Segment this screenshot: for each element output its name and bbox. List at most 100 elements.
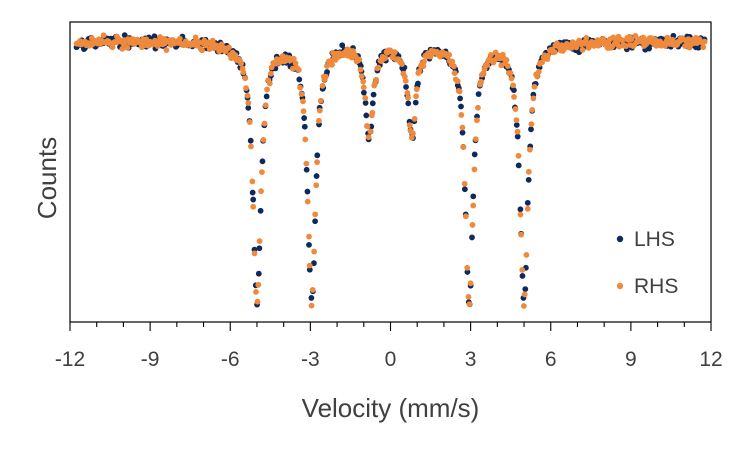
data-point: [339, 42, 346, 49]
data-point: [373, 76, 379, 83]
data-point: [249, 189, 256, 196]
data-point: [306, 262, 313, 269]
data-point: [573, 44, 580, 51]
data-point: [304, 188, 311, 195]
data-point: [515, 152, 522, 159]
data-point: [360, 84, 367, 91]
data-point: [662, 43, 668, 49]
data-point: [245, 104, 252, 111]
x-axis-title: Velocity (mm/s): [302, 393, 480, 423]
data-point: [302, 136, 309, 143]
data-point: [465, 293, 472, 300]
data-point: [303, 166, 310, 173]
data-point: [411, 116, 418, 122]
data-point: [458, 112, 465, 118]
data-point: [313, 173, 320, 179]
data-point: [525, 176, 532, 183]
data-point: [324, 63, 330, 69]
data-point: [513, 117, 520, 123]
x-tick-label: 6: [545, 348, 557, 371]
data-point: [523, 252, 530, 258]
data-point: [628, 36, 635, 43]
x-tick-label: -3: [301, 348, 320, 371]
data-point: [528, 121, 535, 128]
data-point: [301, 123, 308, 130]
data-point: [306, 241, 312, 248]
data-point: [518, 231, 525, 238]
data-point: [255, 281, 262, 288]
data-point: [534, 73, 541, 80]
data-point: [362, 95, 369, 101]
data-point: [246, 119, 253, 125]
data-point: [472, 136, 479, 143]
data-point: [238, 60, 244, 67]
data-point: [514, 128, 521, 135]
data-point: [700, 44, 707, 51]
data-point: [365, 134, 372, 141]
data-point: [519, 267, 526, 273]
data-point: [514, 133, 521, 140]
data-point: [382, 55, 389, 61]
x-tick-label: -12: [55, 348, 85, 371]
data-point: [646, 45, 653, 52]
data-point: [253, 289, 259, 295]
data-point: [121, 32, 128, 39]
data-point: [484, 62, 491, 68]
x-tick-label: 12: [699, 348, 722, 371]
data-point: [232, 52, 239, 58]
data-point: [260, 136, 267, 143]
data-point: [243, 85, 249, 92]
data-point: [528, 126, 534, 133]
data-point: [458, 103, 464, 110]
data-point: [522, 286, 529, 292]
data-point: [311, 260, 317, 267]
plot-frame: [69, 21, 712, 323]
data-point: [451, 63, 457, 70]
data-point: [583, 34, 590, 41]
data-point: [404, 90, 411, 96]
data-point: [292, 60, 299, 67]
data-point: [421, 58, 427, 65]
data-point: [504, 63, 511, 69]
data-point: [524, 199, 531, 206]
data-point: [701, 38, 708, 45]
x-axis-ticks: [69, 322, 712, 331]
data-point: [478, 78, 484, 85]
data-point: [632, 32, 639, 39]
x-tick-label: 0: [385, 348, 397, 371]
data-point: [317, 97, 324, 104]
data-point: [306, 233, 312, 240]
data-point: [297, 84, 303, 91]
legend-label-lhs: LHS: [634, 228, 675, 251]
data-point: [290, 55, 297, 62]
data-point: [244, 92, 251, 99]
data-point: [360, 78, 367, 85]
data-point: [300, 108, 307, 115]
data-point: [403, 84, 409, 90]
data-point: [263, 93, 270, 100]
data-point: [251, 250, 258, 257]
data-point: [515, 162, 522, 169]
data-point: [451, 70, 458, 77]
data-point: [408, 134, 415, 141]
data-point: [358, 73, 365, 79]
data-point: [466, 301, 473, 308]
data-point: [461, 186, 468, 193]
data-point: [464, 264, 471, 271]
data-point: [579, 47, 586, 53]
data-point: [521, 291, 528, 298]
data-point: [508, 75, 515, 82]
data-point: [249, 178, 256, 185]
data-point: [226, 44, 232, 51]
data-point: [364, 123, 371, 130]
data-point: [539, 59, 545, 66]
data-point: [531, 83, 538, 90]
data-point: [314, 152, 321, 159]
y-axis-title: Counts: [32, 137, 62, 219]
data-point: [248, 143, 254, 150]
data-point: [530, 95, 537, 102]
data-point: [311, 248, 318, 255]
data-point: [259, 158, 266, 165]
data-point: [256, 238, 263, 245]
data-point: [312, 211, 319, 218]
